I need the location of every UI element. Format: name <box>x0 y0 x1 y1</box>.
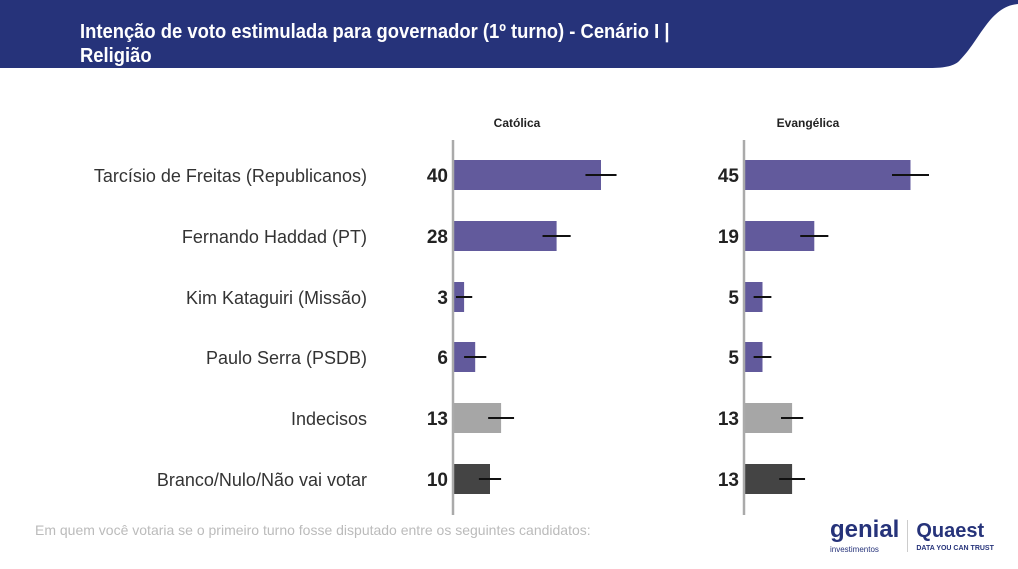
panel-header: Evangélica <box>777 116 840 130</box>
quaest-logo: Quaest DATA YOU CAN TRUST <box>916 518 994 554</box>
data-label: 19 <box>718 227 739 248</box>
page-title: Intenção de voto estimulada para governa… <box>80 21 670 67</box>
category-label: Tarcísio de Freitas (Republicanos) <box>94 166 367 186</box>
bar <box>453 221 557 251</box>
category-label: Fernando Haddad (PT) <box>182 227 367 247</box>
category-label: Kim Kataguiri (Missão) <box>186 288 367 308</box>
logos: genial investimentos Quaest DATA YOU CAN T… <box>830 516 994 555</box>
question-footnote: Em quem você votaria se o primeiro turno… <box>35 522 591 538</box>
bar <box>744 282 763 312</box>
category-label: Branco/Nulo/Não vai votar <box>157 470 367 490</box>
data-label: 5 <box>728 348 739 369</box>
genial-logo: genial investimentos <box>830 516 899 555</box>
quaest-logo-text: Quaest <box>916 519 985 542</box>
data-label: 3 <box>437 288 448 309</box>
data-label: 45 <box>718 166 740 187</box>
logo-divider <box>907 519 909 552</box>
data-label: 6 <box>437 348 448 369</box>
data-label: 40 <box>427 166 448 187</box>
data-label: 13 <box>718 409 739 430</box>
category-label: Indecisos <box>291 409 367 429</box>
data-label: 13 <box>718 470 739 491</box>
data-label: 5 <box>728 288 739 309</box>
panel-header: Católica <box>494 116 541 130</box>
category-label: Paulo Serra (PSDB) <box>206 348 367 368</box>
bar <box>744 342 763 372</box>
genial-logo-text: genial <box>830 516 900 543</box>
data-label: 13 <box>427 409 448 430</box>
genial-logo-subtext: investimentos <box>830 545 879 554</box>
bar <box>453 160 601 190</box>
quaest-logo-subtext: DATA YOU CAN TRUST <box>916 544 994 552</box>
data-label: 10 <box>427 470 448 491</box>
bar <box>744 160 911 190</box>
header-banner <box>0 0 1018 68</box>
data-label: 28 <box>427 227 448 248</box>
